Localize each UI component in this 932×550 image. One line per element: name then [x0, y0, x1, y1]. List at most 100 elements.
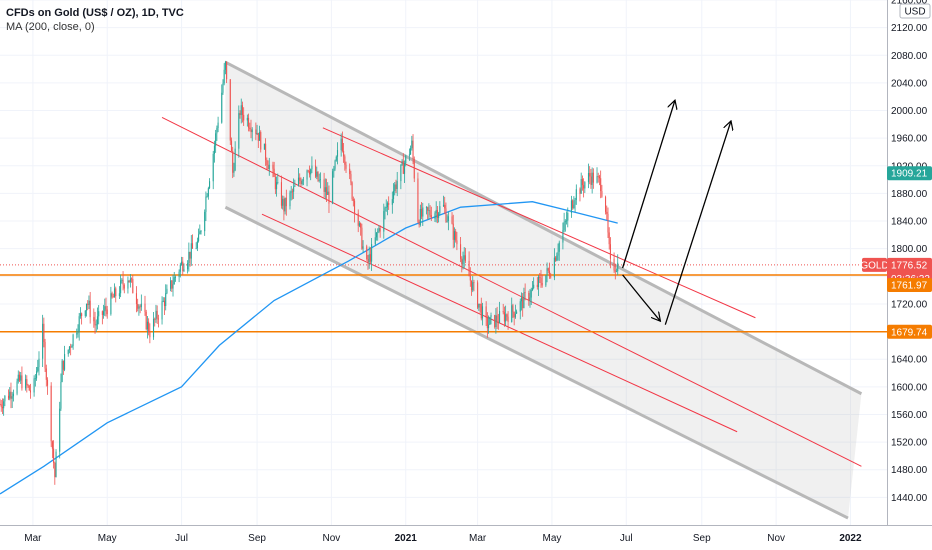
candle-body — [172, 284, 174, 289]
candle-body — [545, 275, 547, 286]
level-1-tag — [887, 277, 932, 292]
candle-body — [455, 231, 457, 241]
candle-body — [94, 321, 96, 326]
candle-body — [121, 279, 123, 281]
candle-body — [110, 293, 112, 315]
candle-body — [383, 211, 385, 232]
candle-body — [265, 143, 267, 160]
candle-body — [207, 188, 209, 197]
candle-body — [277, 182, 279, 184]
candle-body — [324, 187, 326, 192]
candle-body — [512, 305, 514, 313]
candle-body — [243, 114, 245, 121]
candle-body — [7, 395, 10, 399]
candle-body — [369, 254, 371, 262]
candle-body — [272, 164, 274, 169]
candle-body — [402, 160, 404, 174]
candle-body — [255, 129, 257, 135]
time-tick-label: Mar — [24, 533, 42, 544]
candle-body — [319, 179, 321, 181]
candle-body — [361, 227, 363, 249]
candle-body — [522, 297, 524, 309]
candle-body — [537, 276, 540, 287]
candle-body — [596, 176, 598, 183]
candle-body — [233, 170, 235, 173]
candle-body — [481, 306, 484, 319]
candle-body — [573, 204, 575, 209]
projection-arrow-1 — [621, 100, 675, 269]
candle-body — [555, 257, 557, 261]
candle-body — [111, 293, 113, 297]
candle-body — [591, 172, 593, 185]
horizontal-levels[interactable] — [0, 264, 887, 333]
candle-body — [157, 318, 159, 320]
candle-body — [562, 229, 564, 243]
candle-body — [584, 182, 586, 189]
candle-body — [384, 207, 386, 212]
candle-body — [485, 306, 487, 318]
candle-body — [531, 288, 533, 291]
time-tick-label: Jul — [620, 533, 633, 544]
candle-body — [26, 379, 28, 386]
candle-body — [178, 271, 180, 278]
candle-body — [436, 209, 438, 218]
candle-body — [354, 200, 356, 214]
candle-body — [480, 304, 482, 319]
projection-arrows[interactable] — [621, 100, 731, 325]
candle-body — [494, 315, 496, 328]
candle-body — [68, 346, 70, 350]
candle-body — [507, 316, 509, 322]
candle-body — [230, 140, 233, 152]
candle-body — [299, 177, 301, 181]
candle-body — [327, 191, 329, 195]
candle-body — [581, 179, 583, 186]
candle-body — [334, 160, 336, 169]
candle-body — [95, 324, 97, 326]
candle-body — [257, 132, 259, 141]
candle-body — [307, 170, 309, 172]
time-tick-label: May — [542, 533, 561, 544]
candle-body — [129, 278, 131, 283]
candle-body — [212, 153, 214, 182]
candle-body — [587, 173, 590, 183]
candle-body — [344, 156, 346, 165]
candle-body — [472, 282, 474, 291]
candle-body — [206, 196, 208, 198]
candle-body — [597, 176, 599, 177]
candle-body — [187, 263, 189, 270]
candle-body — [385, 207, 387, 208]
candle-body — [394, 184, 396, 192]
candle-body — [604, 196, 607, 212]
last-symbol-label: GOLD — [860, 260, 888, 271]
candle-body — [405, 155, 407, 164]
channel-inner-line-2 — [322, 127, 756, 319]
projection-arrow-3 — [664, 121, 731, 325]
candle-body — [222, 83, 224, 93]
candle-body — [98, 311, 100, 317]
candle-body — [43, 323, 45, 342]
level-1-value: 1761.97 — [891, 280, 928, 291]
candle-body — [234, 148, 236, 171]
price-tick-label: 1960.00 — [891, 134, 928, 145]
candle-body — [453, 231, 456, 240]
candle-body — [323, 179, 325, 192]
price-tick-label: 1440.00 — [891, 493, 928, 504]
candle-body — [317, 171, 319, 181]
candle-body — [566, 220, 568, 222]
price-tick-label: 1880.00 — [891, 189, 928, 200]
candle-body — [388, 203, 390, 205]
candle-body — [213, 145, 215, 154]
candle-body — [273, 168, 275, 177]
candle-body — [310, 169, 312, 175]
candle-body — [79, 313, 81, 317]
channel-drawing[interactable] — [161, 60, 863, 520]
candle-body — [592, 172, 594, 183]
candle-body — [0, 404, 1, 405]
candle-body — [112, 296, 114, 298]
candle-body — [539, 276, 541, 278]
candle-body — [0, 404, 2, 407]
candle-body — [478, 303, 480, 308]
